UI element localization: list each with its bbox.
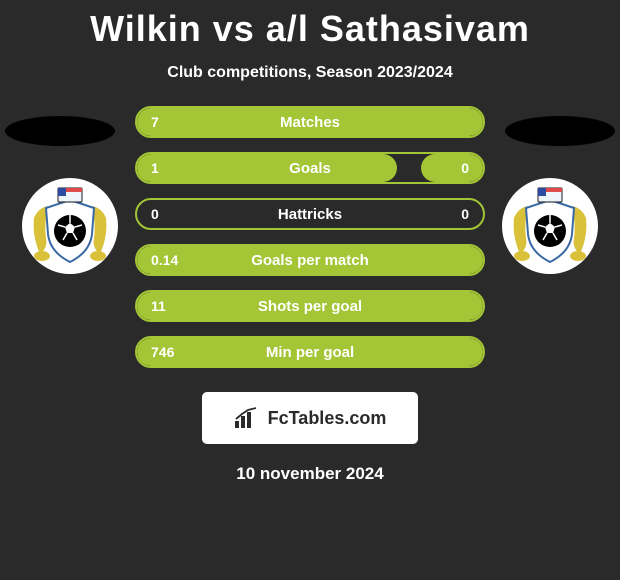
stat-label: Hattricks bbox=[137, 206, 483, 223]
stat-row: 7Matches bbox=[135, 106, 485, 138]
brand-text: FcTables.com bbox=[268, 408, 387, 429]
stat-row: 746Min per goal bbox=[135, 336, 485, 368]
page-title: Wilkin vs a/l Sathasivam bbox=[0, 0, 620, 50]
club-logo-left bbox=[20, 176, 120, 276]
shadow-right bbox=[505, 116, 615, 146]
club-logo-right bbox=[500, 176, 600, 276]
stats-column: 7Matches 10Goals 00Hattricks 0.14Goals per … bbox=[135, 106, 485, 368]
stat-label: Shots per goal bbox=[137, 298, 483, 315]
brand-badge: FcTables.com bbox=[202, 392, 418, 444]
stat-row: 00Hattricks bbox=[135, 198, 485, 230]
stat-label: Goals bbox=[137, 160, 483, 177]
shadow-left bbox=[5, 116, 115, 146]
stat-row: 0.14Goals per match bbox=[135, 244, 485, 276]
stat-row: 10Goals bbox=[135, 152, 485, 184]
brand-logo-icon bbox=[234, 407, 262, 429]
page-subtitle: Club competitions, Season 2023/2024 bbox=[0, 64, 620, 82]
stat-row: 11Shots per goal bbox=[135, 290, 485, 322]
footer-date: 10 november 2024 bbox=[0, 464, 620, 484]
stat-label: Goals per match bbox=[137, 252, 483, 269]
stat-label: Min per goal bbox=[137, 344, 483, 361]
content-area: 7Matches 10Goals 00Hattricks 0.14Goals per … bbox=[0, 106, 620, 484]
stat-label: Matches bbox=[137, 114, 483, 131]
